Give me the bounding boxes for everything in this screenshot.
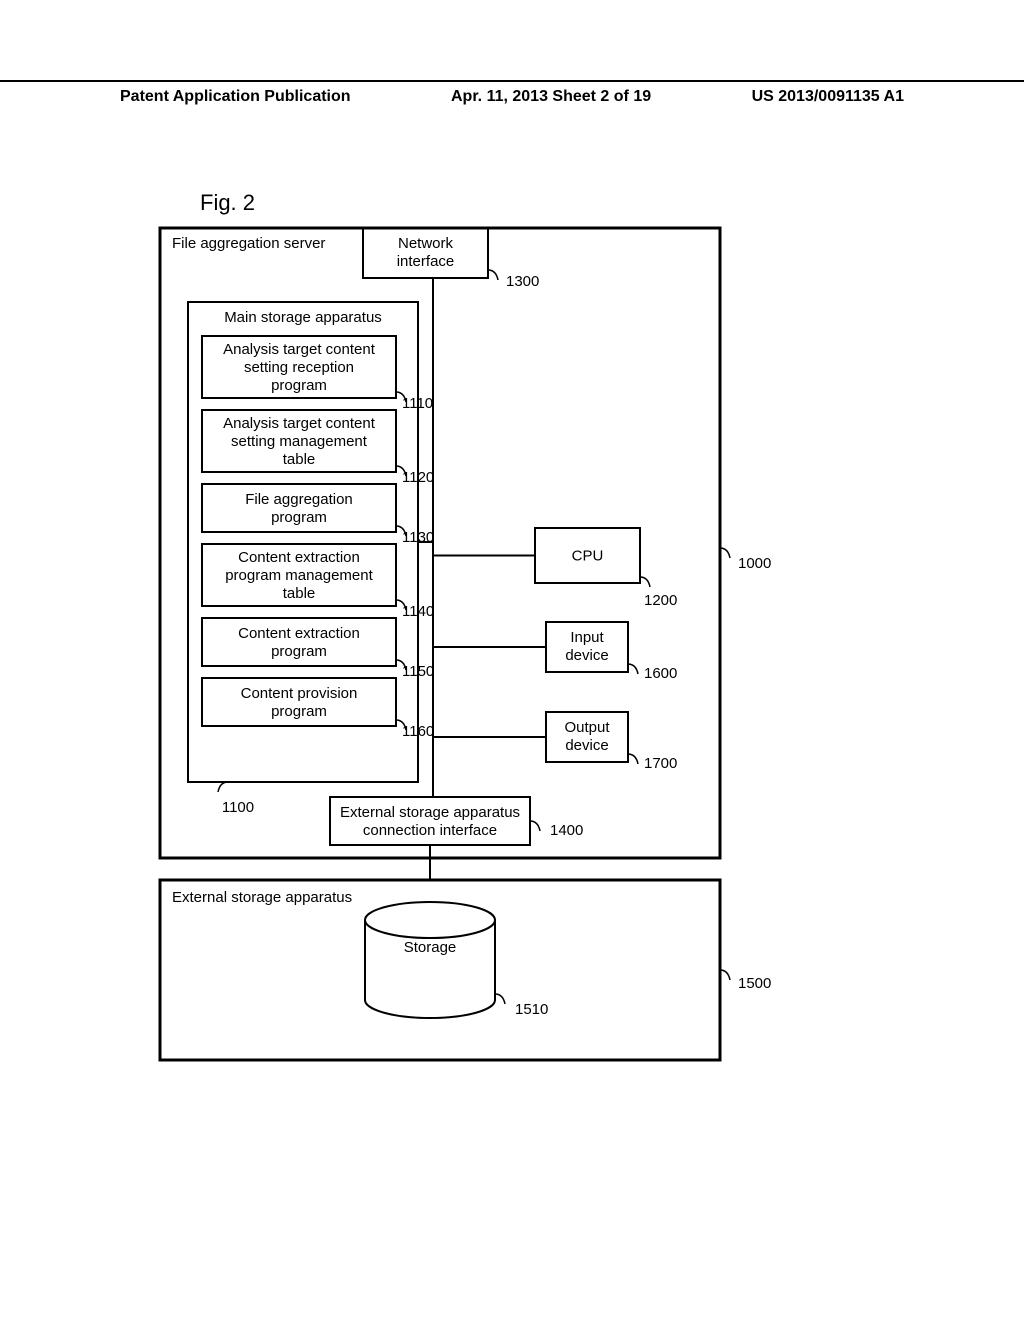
svg-text:Main storage apparatus: Main storage apparatus	[224, 309, 382, 326]
svg-text:1160: 1160	[402, 723, 434, 740]
svg-text:1150: 1150	[402, 663, 434, 680]
svg-text:setting reception: setting reception	[244, 359, 354, 376]
svg-text:File aggregation server: File aggregation server	[172, 235, 325, 252]
svg-text:device: device	[565, 737, 608, 754]
svg-text:setting management: setting management	[231, 433, 368, 450]
svg-text:Input: Input	[570, 629, 604, 646]
svg-text:device: device	[565, 647, 608, 664]
svg-text:1400: 1400	[550, 822, 583, 839]
svg-text:External storage apparatus: External storage apparatus	[172, 889, 352, 906]
svg-text:1600: 1600	[644, 665, 677, 682]
svg-text:program: program	[271, 703, 327, 720]
svg-text:interface: interface	[397, 253, 455, 270]
svg-text:Network: Network	[398, 235, 454, 252]
svg-text:Content provision: Content provision	[241, 685, 358, 702]
svg-text:1200: 1200	[644, 592, 677, 609]
svg-text:1300: 1300	[506, 273, 539, 290]
svg-text:Content extraction: Content extraction	[238, 549, 360, 566]
svg-text:program: program	[271, 509, 327, 526]
svg-text:1130: 1130	[402, 529, 434, 546]
svg-text:Content extraction: Content extraction	[238, 625, 360, 642]
svg-text:Storage: Storage	[404, 939, 457, 956]
svg-text:1500: 1500	[738, 975, 771, 992]
svg-text:Analysis target content: Analysis target content	[223, 415, 376, 432]
svg-text:Output: Output	[564, 719, 610, 736]
svg-text:CPU: CPU	[572, 548, 604, 565]
svg-text:program: program	[271, 643, 327, 660]
page: Patent Application Publication Apr. 11, …	[0, 0, 1024, 1320]
svg-text:1120: 1120	[402, 469, 434, 486]
svg-text:1000: 1000	[738, 555, 771, 572]
svg-text:File aggregation: File aggregation	[245, 491, 353, 508]
svg-text:1140: 1140	[402, 603, 434, 620]
diagram-svg: File aggregation server 1000 Networkinterf…	[0, 0, 1024, 1320]
svg-text:table: table	[283, 585, 316, 602]
svg-text:program management: program management	[225, 567, 373, 584]
svg-text:table: table	[283, 451, 316, 468]
svg-text:1700: 1700	[644, 755, 677, 772]
svg-text:1100: 1100	[222, 799, 254, 816]
svg-text:1510: 1510	[515, 1001, 548, 1018]
svg-text:Analysis target content: Analysis target content	[223, 341, 376, 358]
svg-text:program: program	[271, 377, 327, 394]
svg-text:1110: 1110	[402, 395, 433, 412]
svg-text:connection interface: connection interface	[363, 822, 497, 839]
svg-text:External storage apparatus: External storage apparatus	[340, 804, 520, 821]
